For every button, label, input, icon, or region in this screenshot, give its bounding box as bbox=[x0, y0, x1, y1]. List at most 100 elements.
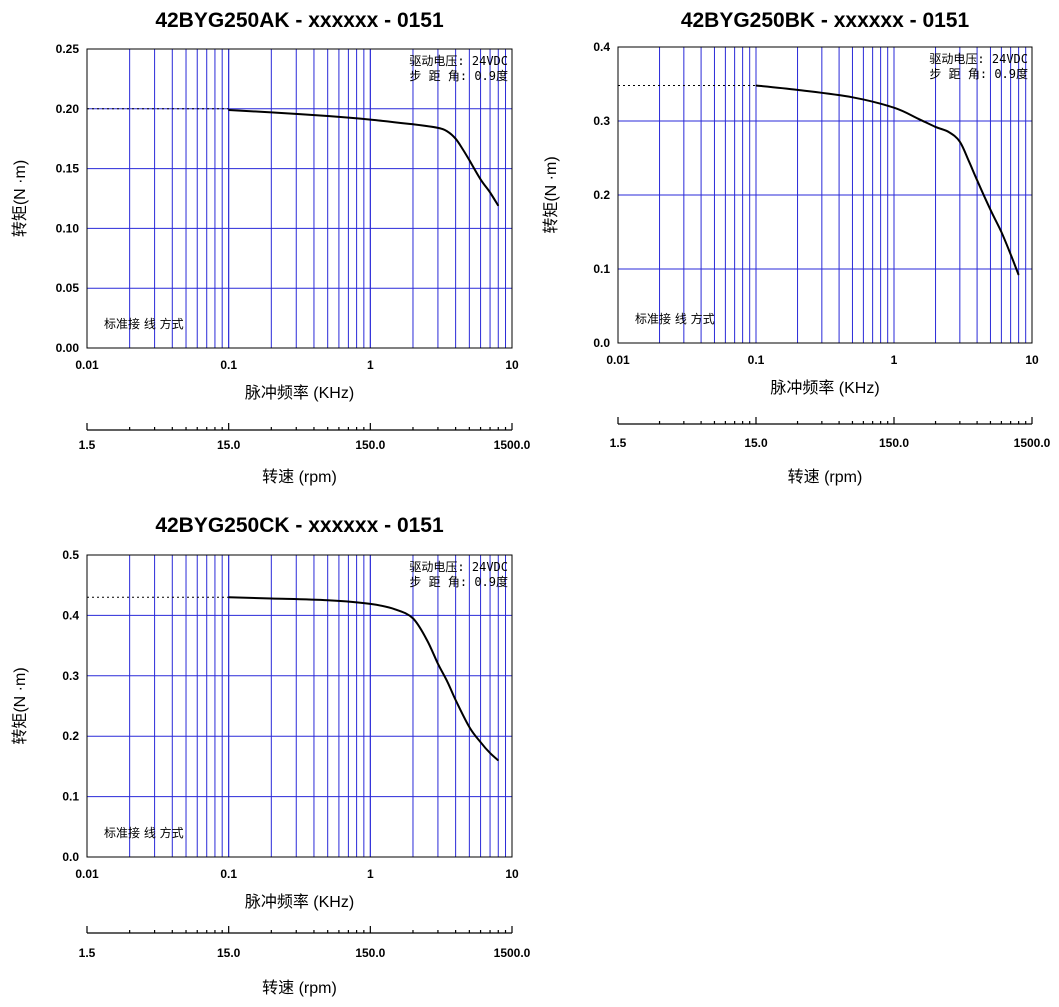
rpm-tick-label: 1500.0 bbox=[494, 438, 531, 452]
y-tick-label: 0.4 bbox=[62, 608, 79, 622]
x-axis-label: 脉冲频率 (KHz) bbox=[770, 379, 879, 397]
data-point bbox=[394, 608, 396, 610]
x-tick-label: 0.1 bbox=[220, 867, 237, 881]
gridlines bbox=[618, 47, 1032, 343]
data-point bbox=[948, 131, 950, 133]
rpm-axis-label: 转速 (rpm) bbox=[788, 468, 863, 486]
spec-annotation: 驱动电压: 24VDC bbox=[409, 560, 508, 574]
y-tick-label: 0.15 bbox=[56, 162, 80, 176]
data-point bbox=[327, 115, 329, 117]
rpm-tick-label: 150.0 bbox=[879, 436, 909, 450]
y-tick-label: 0.3 bbox=[593, 114, 610, 128]
x-tick-label: 10 bbox=[505, 358, 519, 372]
x-tick-label: 0.1 bbox=[220, 358, 237, 372]
spec-annotation: 步 距 角: 0.9度 bbox=[409, 68, 508, 83]
x-axis-label: 脉冲频率 (KHz) bbox=[245, 384, 354, 402]
data-point bbox=[1000, 231, 1002, 233]
y-tick-label: 0.1 bbox=[593, 262, 610, 276]
rpm-tick-label: 1500.0 bbox=[494, 946, 531, 960]
rpm-tick-label: 150.0 bbox=[355, 946, 385, 960]
torque-chart-1: 42BYG250AK - xxxxxx - 0151 0.00 0.05 0.10 0.… bbox=[11, 9, 531, 486]
y-tick-label: 0.1 bbox=[62, 790, 79, 804]
y-tick-label: 0.2 bbox=[62, 729, 79, 743]
data-point bbox=[917, 118, 919, 120]
rpm-tick-label: 1.5 bbox=[79, 438, 96, 452]
data-point bbox=[437, 663, 439, 665]
spec-annotation: 驱动电压: 24VDC bbox=[409, 54, 508, 68]
x-tick-label: 10 bbox=[1025, 353, 1039, 367]
rpm-tick-label: 150.0 bbox=[355, 438, 385, 452]
gridlines bbox=[87, 555, 512, 857]
data-point bbox=[426, 639, 428, 641]
y-tick-label: 0.4 bbox=[593, 40, 610, 54]
rpm-axis: 1.5 15.0 150.0 1500.0 转速 (rpm) bbox=[79, 423, 531, 486]
spec-annotation: 步 距 角: 0.9度 bbox=[929, 66, 1028, 81]
data-point bbox=[480, 178, 482, 180]
data-point bbox=[455, 138, 457, 140]
x-axis-label: 脉冲频率 (KHz) bbox=[245, 893, 354, 911]
torque-curve bbox=[755, 84, 1020, 276]
data-point bbox=[893, 107, 895, 109]
data-point bbox=[412, 123, 414, 125]
x-tick-label: 0.1 bbox=[748, 353, 765, 367]
x-tick-label: 1 bbox=[367, 358, 374, 372]
x-tick-label: 1 bbox=[891, 353, 898, 367]
rpm-tick-label: 1500.0 bbox=[1014, 436, 1051, 450]
data-point bbox=[468, 159, 470, 161]
data-point bbox=[1010, 253, 1012, 255]
rpm-tick-label: 15.0 bbox=[217, 438, 241, 452]
data-point bbox=[497, 759, 499, 761]
plot-frame bbox=[86, 48, 513, 349]
data-point bbox=[446, 131, 448, 133]
wiring-note: 标准接 线 方式 bbox=[635, 311, 715, 326]
plot-frame bbox=[86, 554, 513, 858]
chart-title: 42BYG250AK - xxxxxx - 0151 bbox=[155, 9, 444, 32]
data-point bbox=[228, 596, 230, 598]
x-tick-label: 0.01 bbox=[75, 867, 99, 881]
data-point bbox=[755, 84, 757, 86]
x-tick-label: 10 bbox=[505, 867, 519, 881]
torque-curve bbox=[228, 596, 499, 762]
rpm-tick-label: 15.0 bbox=[217, 946, 241, 960]
data-point bbox=[497, 205, 499, 207]
data-point bbox=[1018, 274, 1020, 276]
rpm-axis-label: 转速 (rpm) bbox=[262, 979, 337, 997]
data-point bbox=[935, 126, 937, 128]
y-axis-label: 转矩(N ·m) bbox=[11, 160, 29, 237]
rpm-axis: 1.5 15.0 150.0 1500.0 转速 (rpm) bbox=[610, 417, 1051, 486]
spec-annotation: 驱动电压: 24VDC bbox=[929, 52, 1028, 66]
data-point bbox=[959, 141, 961, 143]
chart-title: 42BYG250CK - xxxxxx - 0151 bbox=[155, 514, 444, 537]
data-point bbox=[446, 681, 448, 683]
data-point bbox=[412, 617, 414, 619]
y-tick-label: 0.10 bbox=[56, 221, 80, 235]
data-point bbox=[468, 726, 470, 728]
data-point bbox=[462, 148, 464, 150]
data-point bbox=[489, 192, 491, 194]
y-axis-label: 转矩(N ·m) bbox=[542, 156, 560, 233]
data-point bbox=[989, 209, 991, 211]
data-point bbox=[228, 109, 230, 111]
rpm-tick-label: 15.0 bbox=[744, 436, 768, 450]
data-point bbox=[480, 741, 482, 743]
x-tick-label: 0.01 bbox=[75, 358, 99, 372]
x-tick-label: 0.01 bbox=[606, 353, 630, 367]
y-tick-label: 0.25 bbox=[56, 42, 80, 56]
plot-frame bbox=[617, 46, 1033, 344]
data-point bbox=[797, 89, 799, 91]
data-point bbox=[851, 96, 853, 98]
rpm-axis-label: 转速 (rpm) bbox=[262, 468, 337, 486]
y-tick-label: 0.0 bbox=[62, 850, 79, 864]
y-axis-label: 转矩(N ·m) bbox=[11, 667, 29, 744]
data-point bbox=[968, 161, 970, 163]
torque-chart-3: 42BYG250CK - xxxxxx - 0151 0.0 0.1 0.2 0.3 0.… bbox=[11, 514, 531, 997]
y-tick-label: 0.00 bbox=[56, 341, 80, 355]
data-point bbox=[489, 752, 491, 754]
rpm-tick-label: 1.5 bbox=[610, 436, 627, 450]
spec-annotation: 步 距 角: 0.9度 bbox=[409, 574, 508, 589]
data-point bbox=[976, 179, 978, 181]
data-point bbox=[327, 599, 329, 601]
rpm-tick-label: 1.5 bbox=[79, 946, 96, 960]
x-tick-label: 1 bbox=[367, 867, 374, 881]
